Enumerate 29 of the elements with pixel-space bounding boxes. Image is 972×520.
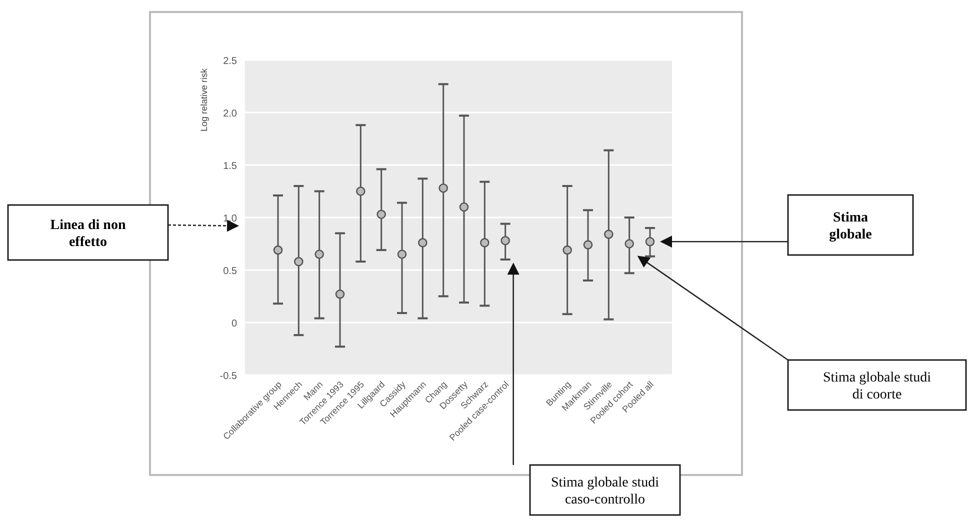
point <box>273 245 283 255</box>
point <box>397 250 407 259</box>
text: Stima globale studi caso-controllo <box>550 476 660 508</box>
point <box>624 239 634 248</box>
y-tick-label: 2.0 <box>223 108 238 120</box>
point <box>500 236 510 246</box>
point <box>294 256 304 266</box>
y-axis-title: Log relative risk <box>199 68 209 132</box>
point <box>418 238 428 248</box>
point <box>376 210 386 219</box>
text: Stima globale studi di coorte <box>822 370 932 402</box>
text: Linea di non effetto <box>50 218 126 250</box>
point <box>583 240 593 250</box>
text: Stima globale <box>829 210 872 242</box>
point <box>480 238 490 248</box>
point <box>604 230 614 239</box>
point <box>356 186 366 196</box>
y-tick-label: 2.5 <box>223 56 238 67</box>
point <box>335 290 345 299</box>
point <box>438 183 448 193</box>
point <box>562 245 572 255</box>
y-tick-label: 1.0 <box>223 214 238 224</box>
y-tick-label: 1.5 <box>223 161 238 172</box>
y-tick-label: -0.5 <box>220 371 238 382</box>
y-tick-label: 0 <box>231 318 238 330</box>
point <box>459 202 469 212</box>
point <box>314 250 324 259</box>
point <box>645 237 655 246</box>
y-tick-label: 0.5 <box>223 266 238 277</box>
